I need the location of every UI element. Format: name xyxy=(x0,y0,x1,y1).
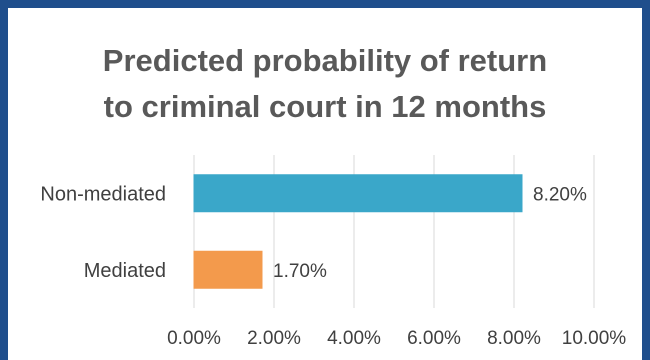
x-tick-label-5: 10.00% xyxy=(562,328,627,349)
data-label-0: 8.20% xyxy=(533,184,587,205)
x-tick-label-1: 2.00% xyxy=(247,328,301,349)
bar-mediated xyxy=(193,250,263,289)
chart-title: Predicted probability of return to crimi… xyxy=(8,38,642,130)
category-label-0: Non-mediated xyxy=(40,183,166,205)
x-tick-label-2: 4.00% xyxy=(327,328,381,349)
x-tick-label-4: 8.00% xyxy=(487,328,541,349)
data-label-1: 1.70% xyxy=(273,261,327,282)
category-label-1: Mediated xyxy=(84,260,166,282)
x-tick-label-3: 6.00% xyxy=(407,328,461,349)
chart-frame: Predicted probability of return to crimi… xyxy=(8,8,642,360)
bar-chart: 0.00% 2.00% 4.00% 6.00% 8.00% 10.00% Non-media… xyxy=(40,155,627,349)
bar-non-mediated xyxy=(193,174,523,213)
x-tick-label-0: 0.00% xyxy=(167,328,221,349)
chart-title-line-2: to criminal court in 12 months xyxy=(103,89,547,124)
chart-title-line-1: Predicted probability of return xyxy=(102,43,548,78)
